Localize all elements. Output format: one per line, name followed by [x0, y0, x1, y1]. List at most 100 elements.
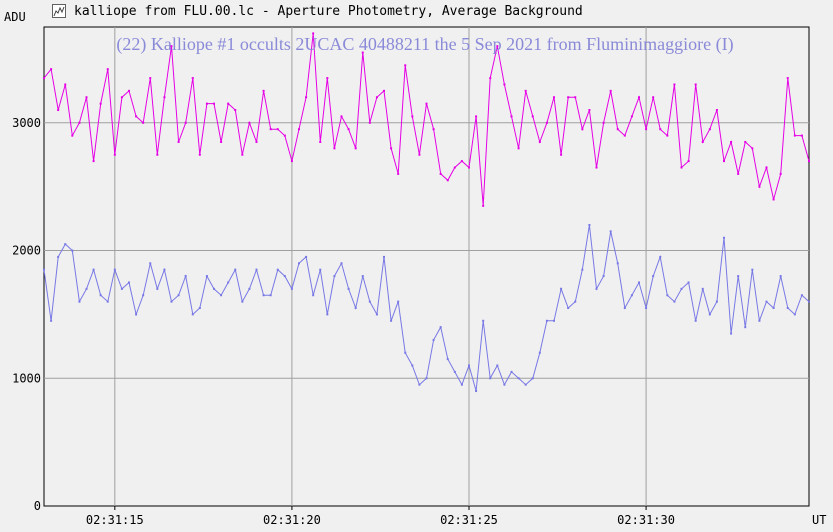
data-point — [305, 255, 308, 258]
data-point — [418, 383, 421, 386]
data-point — [616, 128, 619, 131]
data-point — [312, 32, 315, 35]
data-point — [489, 77, 492, 80]
data-point — [779, 275, 782, 278]
x-tick-label: 02:31:25 — [440, 513, 498, 527]
y-tick-label: 3000 — [12, 116, 41, 130]
data-point — [595, 287, 598, 290]
data-point — [57, 109, 60, 112]
data-point — [623, 134, 626, 137]
data-point — [170, 300, 173, 303]
data-point — [475, 390, 478, 393]
data-point — [517, 377, 520, 380]
data-point — [113, 153, 116, 156]
data-point — [298, 262, 300, 265]
data-point — [496, 45, 499, 48]
data-point — [588, 109, 591, 112]
data-point — [227, 102, 230, 105]
data-point — [368, 121, 371, 124]
data-point — [786, 307, 789, 310]
data-point — [333, 147, 336, 150]
data-point — [50, 319, 53, 322]
data-point — [715, 109, 718, 112]
data-point — [170, 45, 173, 48]
data-point — [326, 77, 329, 80]
data-point — [432, 338, 435, 341]
data-point — [574, 300, 577, 303]
data-point — [205, 102, 208, 105]
data-point — [213, 287, 215, 290]
data-point — [659, 255, 662, 258]
data-point — [758, 319, 761, 322]
data-point — [50, 68, 53, 71]
data-point — [298, 128, 300, 131]
data-point — [666, 294, 669, 297]
data-point — [120, 96, 123, 99]
data-point — [701, 140, 704, 143]
data-point — [800, 134, 803, 137]
data-point — [708, 313, 711, 316]
data-point — [730, 140, 733, 143]
data-point — [135, 313, 138, 316]
data-point — [715, 300, 718, 303]
y-tick-label: 0 — [34, 499, 41, 513]
data-point — [156, 153, 159, 156]
data-point — [765, 300, 768, 303]
data-point — [609, 230, 612, 233]
data-point — [638, 96, 640, 99]
data-point — [503, 383, 506, 386]
y-tick-labels: 0 1000 2000 3000 — [12, 116, 41, 513]
data-point — [510, 370, 513, 373]
data-point — [737, 172, 740, 175]
y-axis-label: ADU — [4, 10, 26, 24]
data-point — [283, 134, 286, 137]
data-point — [482, 204, 485, 207]
data-point — [276, 128, 279, 131]
data-point — [319, 268, 322, 271]
data-point — [800, 294, 803, 297]
data-point — [744, 326, 747, 329]
data-point — [106, 68, 109, 71]
data-point — [269, 294, 272, 297]
data-point — [666, 134, 669, 137]
data-point — [64, 243, 67, 246]
data-point — [659, 128, 662, 131]
data-point — [460, 160, 463, 163]
data-point — [538, 140, 541, 143]
data-point — [269, 128, 272, 131]
data-point — [432, 128, 435, 131]
data-point — [630, 294, 633, 297]
data-point — [390, 319, 393, 322]
data-point — [142, 121, 145, 124]
data-point — [255, 268, 258, 271]
chart-title: (22) Kalliope #1 occults 2UCAC 40488211 … — [116, 34, 733, 55]
data-point — [560, 153, 563, 156]
data-point — [574, 96, 577, 99]
x-tick-label: 02:31:20 — [263, 513, 321, 527]
data-point — [680, 287, 683, 290]
data-point — [560, 287, 563, 290]
data-point — [234, 109, 237, 112]
data-point — [730, 332, 733, 335]
data-point — [113, 268, 116, 271]
data-point — [198, 307, 201, 310]
data-point — [439, 326, 442, 329]
data-point — [602, 121, 605, 124]
data-point — [312, 294, 315, 297]
data-point — [142, 294, 145, 297]
data-point — [751, 147, 754, 150]
data-point — [276, 268, 279, 271]
data-point — [503, 83, 506, 86]
data-point — [538, 351, 541, 354]
data-point — [227, 281, 230, 284]
chart-icon[interactable] — [52, 4, 66, 18]
data-point — [375, 96, 378, 99]
data-point — [205, 275, 208, 278]
data-point — [156, 287, 159, 290]
data-point — [220, 294, 223, 297]
data-point — [567, 307, 570, 310]
data-point — [78, 300, 81, 303]
x-axis-label: UT — [812, 513, 826, 527]
data-point — [191, 313, 194, 316]
data-point — [425, 377, 428, 380]
